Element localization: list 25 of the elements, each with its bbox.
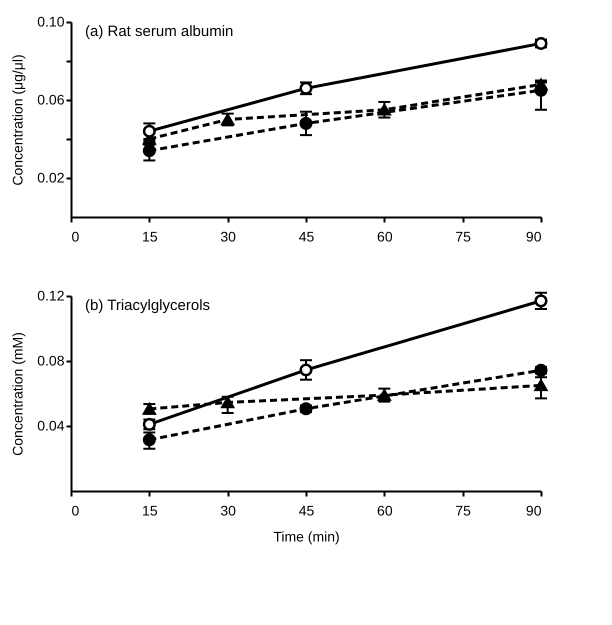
x-tick-label: 0 bbox=[72, 502, 80, 518]
chart-title: (a) Rat serum albumin bbox=[85, 23, 234, 40]
y-tick-label: 0.04 bbox=[37, 418, 65, 434]
x-tick-label: 15 bbox=[142, 228, 158, 244]
x-tick-label: 30 bbox=[220, 502, 236, 518]
chart-title: (b) Triacylglycerols bbox=[85, 297, 210, 314]
y-axis-title: Concentration (μg/μl) bbox=[9, 54, 26, 186]
x-tick-label: 45 bbox=[298, 502, 314, 518]
x-tick-label: 0 bbox=[72, 228, 80, 244]
x-tick-label: 90 bbox=[526, 502, 542, 518]
x-tick-label: 45 bbox=[298, 228, 314, 244]
x-tick-label: 75 bbox=[455, 228, 472, 244]
x-tick-label: 90 bbox=[526, 228, 542, 244]
x-axis-title: Time (min) bbox=[273, 528, 340, 544]
x-tick-label: 30 bbox=[220, 228, 236, 244]
x-tick-label: 60 bbox=[377, 502, 393, 518]
x-tick-label: 15 bbox=[142, 502, 158, 518]
y-axis-title: Concentration (mM) bbox=[9, 332, 26, 456]
y-tick-label: 0.12 bbox=[37, 288, 65, 304]
y-tick-label: 0.10 bbox=[37, 14, 65, 30]
y-tick-label: 0.08 bbox=[37, 352, 65, 368]
x-tick-label: 75 bbox=[455, 502, 472, 518]
x-tick-label: 60 bbox=[377, 228, 393, 244]
y-tick-label: 0.06 bbox=[37, 92, 65, 108]
y-tick-label: 0.02 bbox=[37, 170, 65, 186]
